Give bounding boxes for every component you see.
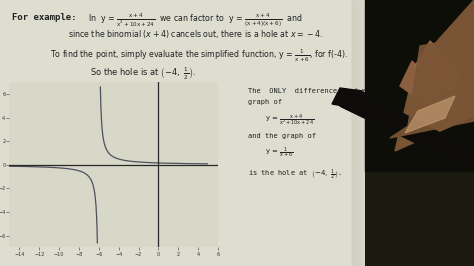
- Polygon shape: [400, 61, 445, 111]
- Text: y = $\mathregular{\frac{x+4}{x^2+10x+24}}$: y = $\mathregular{\frac{x+4}{x^2+10x+24}…: [265, 113, 314, 128]
- Polygon shape: [340, 91, 474, 171]
- Text: since the binomial $(x+4)$ cancels out, there is a hole at $x = -4$.: since the binomial $(x+4)$ cancels out, …: [68, 28, 323, 40]
- Text: The  ONLY  difference  between  the: The ONLY difference between the: [248, 88, 397, 94]
- Text: graph of: graph of: [248, 99, 282, 105]
- Polygon shape: [365, 0, 474, 171]
- Text: To find the point, simply evaluate the simplified function, y = $\mathregular{\f: To find the point, simply evaluate the s…: [50, 48, 348, 64]
- Text: For example:: For example:: [12, 13, 76, 22]
- Text: and the graph of: and the graph of: [248, 133, 316, 139]
- FancyBboxPatch shape: [365, 0, 474, 266]
- Polygon shape: [390, 36, 474, 138]
- Polygon shape: [415, 41, 460, 91]
- Text: So the hole is at $\left(-4,\ \frac{1}{2}\right)$.: So the hole is at $\left(-4,\ \frac{1}{2…: [90, 66, 196, 82]
- Polygon shape: [395, 0, 474, 151]
- Text: In  y = $\mathregular{\frac{x+4}{x^2+10x+24}}$  we can factor to  y = $\mathregu: In y = $\mathregular{\frac{x+4}{x^2+10x+…: [88, 12, 302, 29]
- FancyBboxPatch shape: [0, 0, 370, 266]
- Polygon shape: [405, 96, 455, 133]
- Text: is the hole at $\left(-4,\ \frac{1}{2}\right)$.: is the hole at $\left(-4,\ \frac{1}{2}\r…: [248, 168, 342, 182]
- Polygon shape: [340, 91, 474, 171]
- Text: y = $\mathregular{\frac{1}{x+6}}$: y = $\mathregular{\frac{1}{x+6}}$: [265, 146, 293, 160]
- Polygon shape: [332, 88, 362, 108]
